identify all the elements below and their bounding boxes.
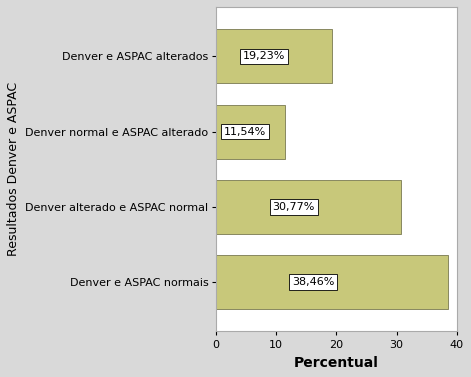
Text: 19,23%: 19,23% <box>243 51 285 61</box>
Bar <box>216 29 332 83</box>
Text: 30,77%: 30,77% <box>272 202 315 212</box>
X-axis label: Percentual: Percentual <box>294 356 379 370</box>
Bar <box>216 104 285 159</box>
Bar <box>216 180 401 234</box>
Text: 11,54%: 11,54% <box>224 127 266 136</box>
Bar <box>216 255 448 309</box>
Y-axis label: Resultados Denver e ASPAC: Resultados Denver e ASPAC <box>7 82 20 256</box>
Text: 38,46%: 38,46% <box>292 277 334 287</box>
